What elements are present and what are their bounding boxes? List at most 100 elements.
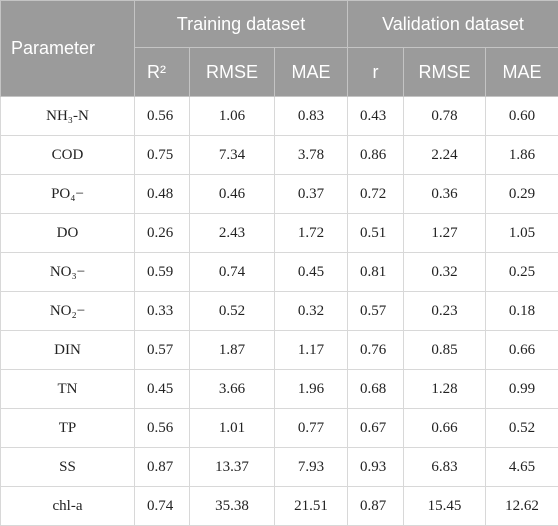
parameter-name-cell: DO bbox=[1, 214, 135, 253]
training-mae-cell: 0.32 bbox=[275, 292, 348, 331]
training-rmse-header: RMSE bbox=[190, 48, 275, 97]
training-r2-cell: 0.56 bbox=[135, 97, 190, 136]
validation-rmse-cell: 0.36 bbox=[404, 175, 486, 214]
training-r2-cell: 0.57 bbox=[135, 331, 190, 370]
training-r2-cell: 0.74 bbox=[135, 487, 190, 526]
parameter-name-cell: DIN bbox=[1, 331, 135, 370]
training-r2-cell: 0.48 bbox=[135, 175, 190, 214]
validation-dataset-header: Validation dataset bbox=[348, 1, 558, 48]
validation-rmse-cell: 0.66 bbox=[404, 409, 486, 448]
training-mae-cell: 21.51 bbox=[275, 487, 348, 526]
training-dataset-header: Training dataset bbox=[135, 1, 348, 48]
training-mae-cell: 3.78 bbox=[275, 136, 348, 175]
training-r2-cell: 0.45 bbox=[135, 370, 190, 409]
training-rmse-cell: 3.66 bbox=[190, 370, 275, 409]
training-rmse-cell: 0.52 bbox=[190, 292, 275, 331]
training-r2-cell: 0.26 bbox=[135, 214, 190, 253]
training-mae-cell: 0.83 bbox=[275, 97, 348, 136]
validation-rmse-cell: 0.78 bbox=[404, 97, 486, 136]
training-mae-cell: 1.96 bbox=[275, 370, 348, 409]
training-rmse-cell: 1.01 bbox=[190, 409, 275, 448]
training-mae-cell: 0.37 bbox=[275, 175, 348, 214]
validation-rmse-cell: 2.24 bbox=[404, 136, 486, 175]
validation-r-cell: 0.93 bbox=[348, 448, 404, 487]
validation-mae-cell: 0.18 bbox=[486, 292, 558, 331]
parameter-name-cell: TP bbox=[1, 409, 135, 448]
training-mae-cell: 0.45 bbox=[275, 253, 348, 292]
validation-mae-cell: 1.05 bbox=[486, 214, 558, 253]
validation-r-cell: 0.43 bbox=[348, 97, 404, 136]
validation-rmse-cell: 1.27 bbox=[404, 214, 486, 253]
training-r2-header: R² bbox=[135, 48, 190, 97]
validation-mae-cell: 0.52 bbox=[486, 409, 558, 448]
validation-mae-cell: 0.99 bbox=[486, 370, 558, 409]
validation-rmse-cell: 0.32 bbox=[404, 253, 486, 292]
validation-mae-cell: 4.65 bbox=[486, 448, 558, 487]
training-rmse-cell: 0.46 bbox=[190, 175, 275, 214]
training-rmse-cell: 1.06 bbox=[190, 97, 275, 136]
parameter-name-cell: NO₃− bbox=[1, 253, 135, 292]
validation-rmse-cell: 15.45 bbox=[404, 487, 486, 526]
validation-mae-cell: 0.66 bbox=[486, 331, 558, 370]
validation-r-cell: 0.81 bbox=[348, 253, 404, 292]
validation-rmse-cell: 6.83 bbox=[404, 448, 486, 487]
training-rmse-cell: 13.37 bbox=[190, 448, 275, 487]
validation-mae-cell: 1.86 bbox=[486, 136, 558, 175]
validation-mae-header: MAE bbox=[486, 48, 558, 97]
training-r2-cell: 0.59 bbox=[135, 253, 190, 292]
training-mae-cell: 0.77 bbox=[275, 409, 348, 448]
parameter-name-cell: TN bbox=[1, 370, 135, 409]
validation-r-cell: 0.86 bbox=[348, 136, 404, 175]
training-rmse-cell: 35.38 bbox=[190, 487, 275, 526]
header-row-groups: Parameter Training dataset Validation da… bbox=[1, 1, 558, 48]
validation-r-header: r bbox=[348, 48, 404, 97]
validation-mae-cell: 0.25 bbox=[486, 253, 558, 292]
validation-rmse-header: RMSE bbox=[404, 48, 486, 97]
validation-rmse-cell: 0.23 bbox=[404, 292, 486, 331]
validation-r-cell: 0.76 bbox=[348, 331, 404, 370]
parameter-header: Parameter bbox=[1, 1, 135, 97]
parameter-name-cell: COD bbox=[1, 136, 135, 175]
training-rmse-cell: 0.74 bbox=[190, 253, 275, 292]
parameter-name-cell: PO₄− bbox=[1, 175, 135, 214]
validation-r-cell: 0.87 bbox=[348, 487, 404, 526]
training-rmse-cell: 1.87 bbox=[190, 331, 275, 370]
training-r2-cell: 0.75 bbox=[135, 136, 190, 175]
training-r2-cell: 0.87 bbox=[135, 448, 190, 487]
validation-r-cell: 0.51 bbox=[348, 214, 404, 253]
training-rmse-cell: 7.34 bbox=[190, 136, 275, 175]
parameter-name-cell: SS bbox=[1, 448, 135, 487]
training-mae-cell: 1.72 bbox=[275, 214, 348, 253]
training-mae-cell: 1.17 bbox=[275, 331, 348, 370]
validation-r-cell: 0.72 bbox=[348, 175, 404, 214]
training-r2-cell: 0.33 bbox=[135, 292, 190, 331]
validation-r-cell: 0.68 bbox=[348, 370, 404, 409]
parameter-name-cell: NH₃-N bbox=[1, 97, 135, 136]
validation-mae-cell: 12.62 bbox=[486, 487, 558, 526]
training-r2-cell: 0.56 bbox=[135, 409, 190, 448]
training-mae-cell: 7.93 bbox=[275, 448, 348, 487]
validation-r-cell: 0.67 bbox=[348, 409, 404, 448]
validation-mae-cell: 0.60 bbox=[486, 97, 558, 136]
validation-mae-cell: 0.29 bbox=[486, 175, 558, 214]
parameter-name-cell: chl-a bbox=[1, 487, 135, 526]
table-header: Parameter Training dataset Validation da… bbox=[1, 1, 558, 97]
training-mae-header: MAE bbox=[275, 48, 348, 97]
parameter-name-cell: NO₂− bbox=[1, 292, 135, 331]
validation-rmse-cell: 1.28 bbox=[404, 370, 486, 409]
validation-rmse-cell: 0.85 bbox=[404, 331, 486, 370]
validation-r-cell: 0.57 bbox=[348, 292, 404, 331]
